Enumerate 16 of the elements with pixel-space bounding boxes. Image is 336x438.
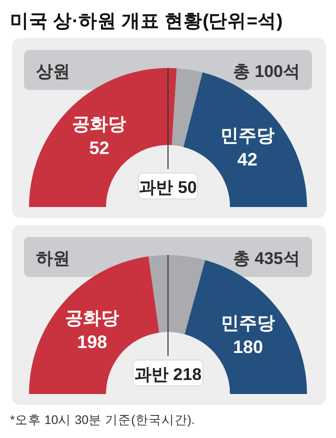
slice-label: 민주당 — [221, 313, 276, 334]
text: 총 100석 — [232, 62, 300, 81]
slice-label: 공화당 — [72, 114, 126, 134]
chart-subtitle: 하원 — [36, 249, 70, 268]
text: 과반 50 — [139, 178, 197, 197]
slice-label: 공화당 — [65, 308, 120, 328]
slice-label: 민주당 — [220, 125, 274, 146]
data-label: 52 — [89, 138, 110, 158]
chart-subtitle: 상원 — [36, 62, 70, 81]
data-label: 42 — [237, 149, 258, 170]
text: 총 435석 — [232, 249, 300, 268]
text: 과반 218 — [134, 365, 202, 384]
text: *오후 10시 30분 기준(한국시간). — [10, 413, 195, 427]
data-label: 198 — [77, 332, 108, 352]
chart-title: 미국 상·하원 개표 현황(단위=석) — [10, 10, 283, 31]
data-label: 180 — [232, 337, 264, 358]
